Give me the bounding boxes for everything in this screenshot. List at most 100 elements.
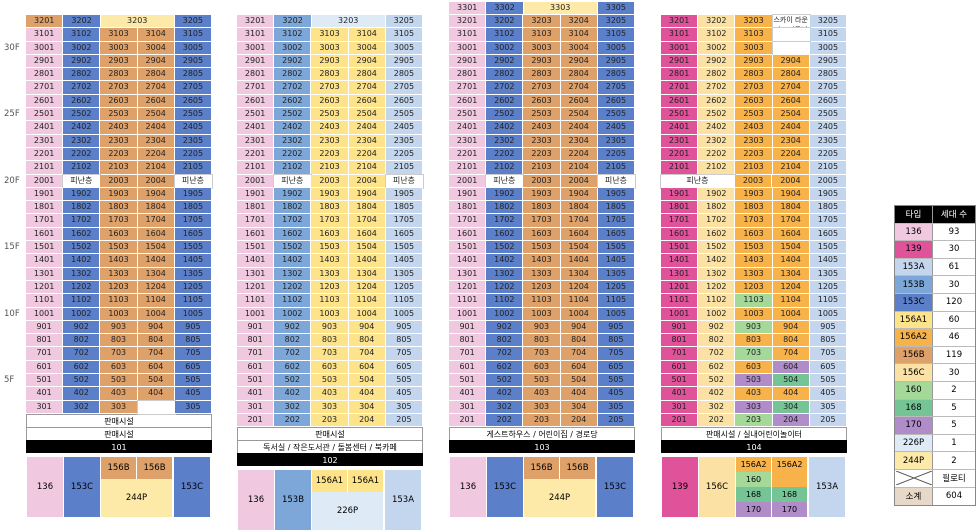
unit-cell[interactable]: 1503 <box>735 241 773 255</box>
unit-cell[interactable]: 2301 <box>26 134 64 148</box>
unit-cell[interactable]: 2704 <box>137 81 175 95</box>
unit-cell[interactable]: 2903 <box>523 54 561 69</box>
unit-cell[interactable]: 3203 <box>735 15 773 29</box>
unit-cell[interactable]: 2401 <box>26 121 64 135</box>
unit-cell[interactable]: 1905 <box>174 187 213 202</box>
unit-cell[interactable]: 405 <box>385 387 424 401</box>
unit-cell[interactable]: 504 <box>560 374 598 388</box>
unit-cell[interactable]: 205 <box>597 413 636 428</box>
unit-cell[interactable]: 705 <box>597 347 636 361</box>
unit-cell[interactable]: 804 <box>560 334 598 348</box>
unit-cell[interactable]: 1903 <box>735 187 773 202</box>
unit-cell[interactable]: 3105 <box>597 28 636 42</box>
unit-cell[interactable]: 2403 <box>523 121 561 135</box>
unit-cell[interactable]: 2504 <box>348 108 386 122</box>
unit-cell[interactable]: 1202 <box>63 280 101 295</box>
unit-cell[interactable]: 3104 <box>137 28 175 42</box>
unit-cell[interactable]: 2501 <box>26 108 64 122</box>
unit-cell[interactable]: 1905 <box>809 187 848 202</box>
unit-cell[interactable]: 2304 <box>772 134 810 148</box>
unit-cell[interactable]: 705 <box>809 347 848 361</box>
unit-cell[interactable]: 205 <box>809 413 848 428</box>
unit-cell[interactable]: 1401 <box>661 254 699 268</box>
unit-cell[interactable]: 1902 <box>274 187 312 202</box>
unit-cell[interactable]: 702 <box>698 347 736 361</box>
unit-cell[interactable]: 3201 <box>449 14 487 29</box>
unit-cell[interactable]: 3005 <box>174 41 213 55</box>
unit-cell[interactable]: 1504 <box>772 241 810 255</box>
unit-cell[interactable]: 2903 <box>311 54 349 69</box>
unit-cell[interactable]: 1404 <box>348 254 386 268</box>
unit-cell[interactable]: 2704 <box>560 81 598 95</box>
unit-cell[interactable]: 1704 <box>137 214 175 228</box>
unit-cell[interactable]: 605 <box>385 360 424 375</box>
unit-cell[interactable]: 1301 <box>661 267 699 281</box>
unit-cell[interactable]: 2205 <box>385 147 424 162</box>
unit-cell[interactable]: 602 <box>698 360 736 375</box>
unit-cell[interactable]: 3003 <box>100 41 138 55</box>
unit-cell[interactable]: 1705 <box>174 214 213 228</box>
unit-cell[interactable]: 2703 <box>523 81 561 95</box>
unit-cell[interactable] <box>771 27 811 43</box>
unit-cell[interactable]: 1405 <box>809 254 848 268</box>
unit-cell[interactable]: 2003 <box>100 174 138 188</box>
unit-cell[interactable]: 2604 <box>772 94 810 109</box>
unit-cell[interactable]: 1302 <box>274 267 312 281</box>
unit-cell[interactable]: 1501 <box>237 241 275 255</box>
unit-cell[interactable]: 1601 <box>26 227 64 242</box>
unit-cell[interactable]: 704 <box>348 347 386 361</box>
unit-cell[interactable]: 3101 <box>26 28 64 42</box>
unit-cell[interactable]: 2805 <box>174 68 213 82</box>
unit-cell[interactable]: 1302 <box>63 267 101 281</box>
unit-cell[interactable]: 2501 <box>449 108 487 122</box>
unit-cell[interactable]: 2502 <box>486 108 524 122</box>
unit-cell[interactable]: 1901 <box>661 187 699 202</box>
unit-cell[interactable]: 2604 <box>560 94 598 109</box>
unit-cell[interactable]: 1102 <box>486 294 524 308</box>
unit-cell[interactable]: 1902 <box>63 187 101 202</box>
unit-cell[interactable]: 602 <box>274 360 312 375</box>
unit-cell[interactable]: 203 <box>311 413 349 428</box>
unit-cell[interactable]: 2201 <box>661 147 699 162</box>
unit-cell[interactable]: 2301 <box>449 134 487 148</box>
unit-cell[interactable]: 2103 <box>311 161 349 175</box>
unit-cell[interactable]: 701 <box>26 347 64 361</box>
unit-cell[interactable]: 2804 <box>348 68 386 82</box>
unit-cell[interactable]: 2905 <box>809 54 848 69</box>
unit-cell[interactable]: 803 <box>311 334 349 348</box>
unit-cell[interactable]: 1002 <box>63 307 101 321</box>
unit-cell[interactable]: 702 <box>63 347 101 361</box>
unit-cell[interactable]: 2204 <box>137 147 175 162</box>
unit-cell[interactable]: 1505 <box>809 241 848 255</box>
unit-cell[interactable]: 2702 <box>274 81 312 95</box>
unit-cell[interactable]: 201 <box>237 413 275 428</box>
unit-cell[interactable]: 2901 <box>449 54 487 69</box>
unit-cell[interactable]: 605 <box>809 360 848 375</box>
unit-cell[interactable]: 603 <box>311 360 349 375</box>
unit-cell[interactable]: 2603 <box>735 94 773 109</box>
unit-cell[interactable]: 303 <box>311 400 349 414</box>
unit-cell[interactable]: 2701 <box>661 81 699 95</box>
unit-cell[interactable]: 205 <box>385 413 424 428</box>
unit-cell[interactable]: 1504 <box>560 241 598 255</box>
unit-cell[interactable]: 2705 <box>809 81 848 95</box>
unit-cell[interactable]: 1005 <box>809 307 848 321</box>
unit-cell[interactable]: 2403 <box>100 121 138 135</box>
unit-cell[interactable]: 2305 <box>809 134 848 148</box>
unit-cell[interactable]: 2505 <box>597 108 636 122</box>
unit-cell[interactable]: 604 <box>772 360 810 375</box>
unit-cell[interactable]: 3205 <box>809 15 848 29</box>
unit-cell[interactable]: 2304 <box>348 134 386 148</box>
unit-cell[interactable]: 1802 <box>486 201 524 215</box>
unit-cell[interactable]: 2302 <box>698 134 736 148</box>
unit-cell[interactable] <box>136 399 176 415</box>
unit-cell[interactable]: 1605 <box>174 227 213 242</box>
unit-cell[interactable]: 1903 <box>523 187 561 202</box>
unit-cell[interactable]: 1805 <box>385 201 424 215</box>
unit-cell[interactable]: 1304 <box>348 267 386 281</box>
unit-cell[interactable]: 501 <box>237 374 275 388</box>
unit-cell[interactable]: 3203 <box>523 14 561 29</box>
unit-cell[interactable]: 1401 <box>26 254 64 268</box>
unit-cell[interactable]: 701 <box>449 347 487 361</box>
unit-cell[interactable]: 3003 <box>735 41 773 55</box>
